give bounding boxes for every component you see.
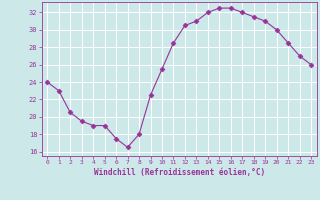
X-axis label: Windchill (Refroidissement éolien,°C): Windchill (Refroidissement éolien,°C) xyxy=(94,168,265,177)
